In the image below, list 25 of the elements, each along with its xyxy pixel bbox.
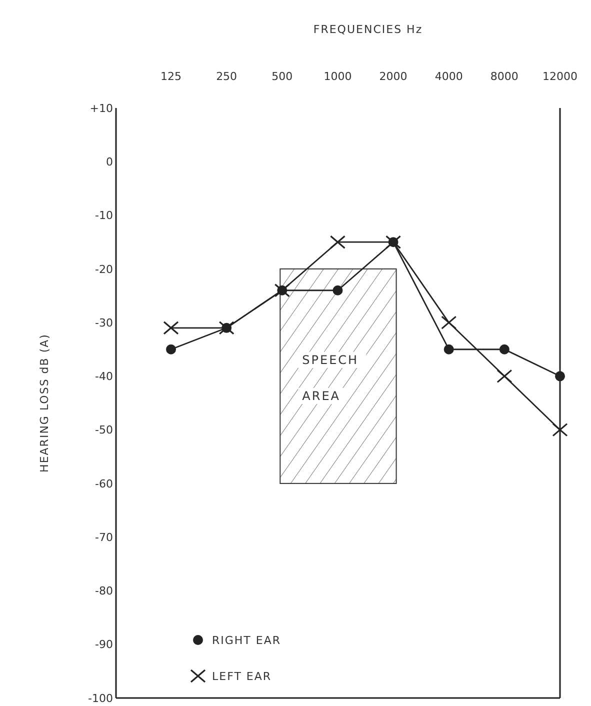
x-tick-label: 4000 [434,70,463,83]
y-tick-label: -20 [95,262,113,276]
y-tick-label: -10 [95,209,113,222]
y-tick-label: -70 [95,530,113,544]
x-axis-title: FREQUENCIES Hz [313,23,423,36]
y-tick-label: -100 [88,692,113,705]
x-tick-label: 12000 [542,70,578,83]
y-axis-title: HEARING LOSS dB (A) [38,334,51,472]
y-tick-label: -30 [95,316,113,330]
text: SPEECH AREA [302,352,359,403]
x-tick-label: 2000 [379,70,408,83]
x-tick-label: 8000 [490,70,518,83]
y-tick-label: 0 [106,155,113,168]
y-tick-label: -50 [95,424,113,437]
x-tick-label: 1000 [324,70,352,83]
x-tick-label: 500 [272,70,293,83]
x-tick-label: 125 [160,70,182,83]
legend-label: LEFT EAR [212,670,272,683]
y-tick-label: -80 [95,584,113,598]
y-tick-label: -60 [95,477,113,490]
legend-label: RIGHT EAR [212,634,282,647]
y-tick-label: -90 [95,638,113,652]
x-tick-label: 250 [216,70,238,83]
y-tick-label: -40 [95,370,113,384]
y-tick-label: +10 [90,102,113,115]
